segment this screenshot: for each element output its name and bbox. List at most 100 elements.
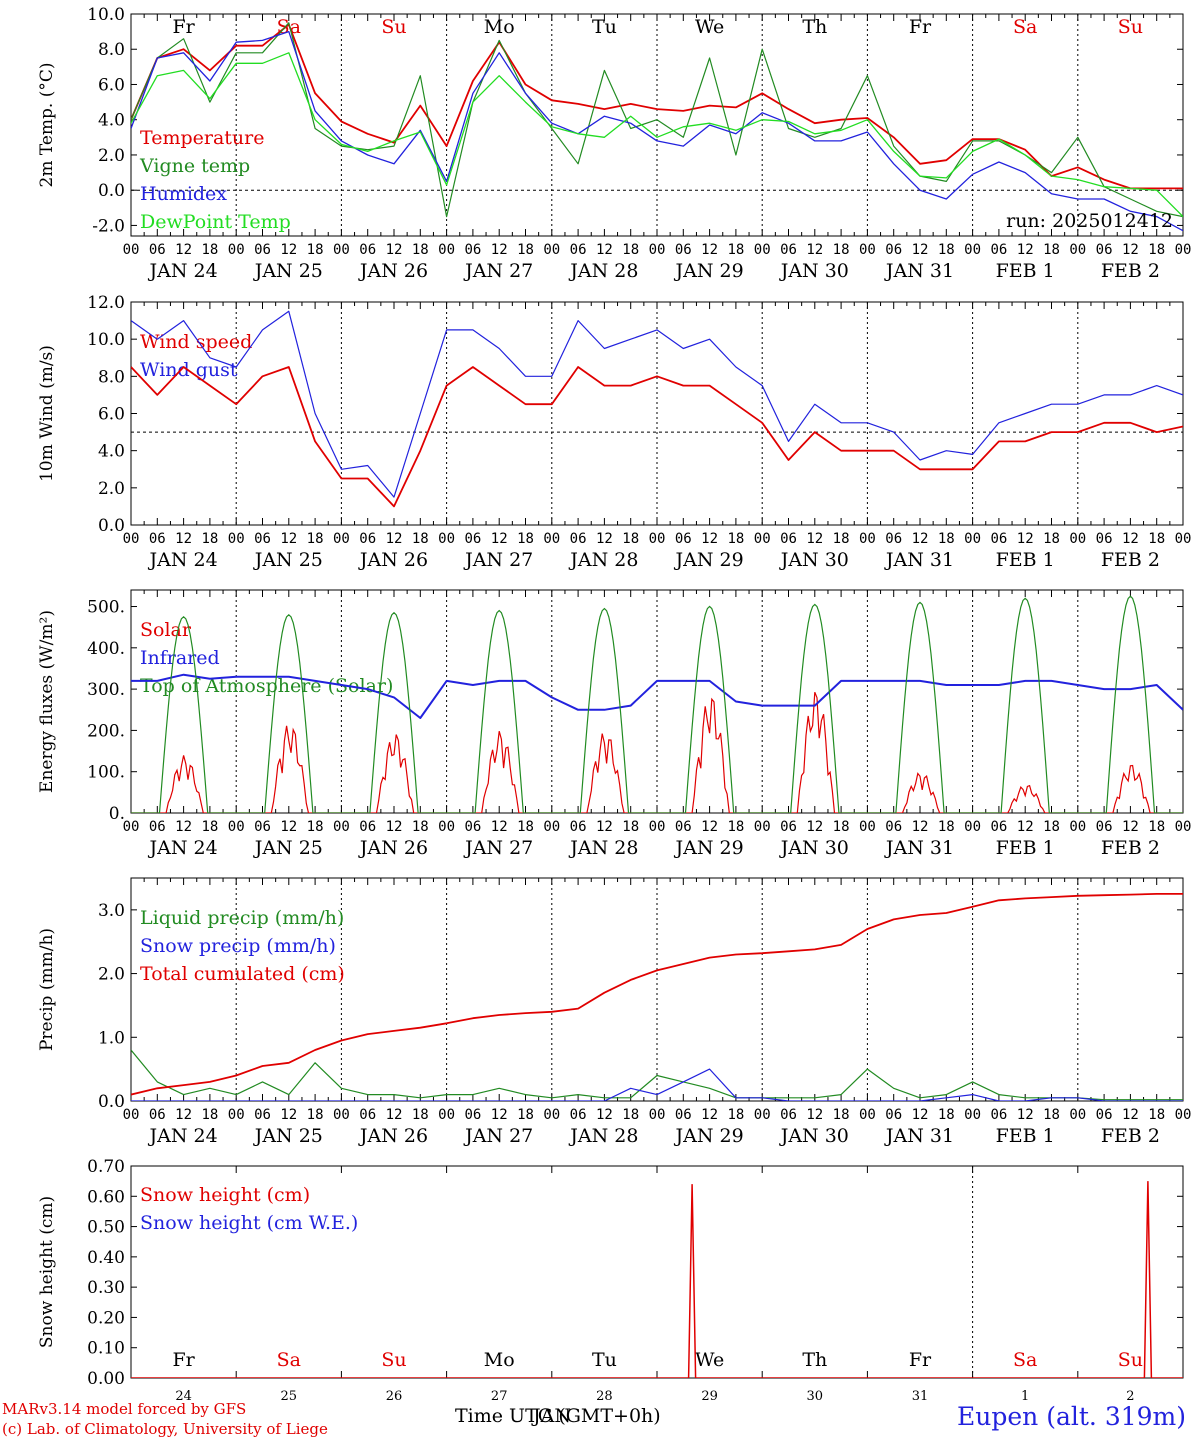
hour-tick-label: 18 <box>201 531 218 547</box>
series-line <box>131 52 1183 218</box>
panel-1: 10.0 8.0 6.0 4.0 2.0 0.0 -2.0 2m Temp. (°C) 00 06… <box>37 5 1191 282</box>
hour-tick-label: 18 <box>412 531 429 547</box>
y-tick-label: 200. <box>87 721 125 741</box>
y-tick-label: 500. <box>87 598 125 618</box>
y-tick-label: 3.0 <box>98 901 125 921</box>
hour-tick-label: 00 <box>333 1107 350 1123</box>
hour-tick-label: 18 <box>412 242 429 258</box>
day-number-label: 25 <box>281 1389 298 1404</box>
hour-tick-label: 00 <box>438 819 455 835</box>
day-label: FEB 2 <box>1101 260 1160 282</box>
y-tick-label: 0.60 <box>87 1187 125 1207</box>
hour-tick-label: 06 <box>1096 819 1113 835</box>
hour-tick-label: 06 <box>464 1107 481 1123</box>
hour-tick-label: 18 <box>1043 531 1060 547</box>
y-tick-label: 0.0 <box>98 1092 125 1112</box>
day-label: FEB 2 <box>1101 549 1160 571</box>
hour-tick-label: 18 <box>938 819 955 835</box>
y-tick-label: 12.0 <box>87 293 125 313</box>
hour-tick-label: 18 <box>1043 242 1060 258</box>
day-label: JAN 30 <box>779 1125 849 1147</box>
hour-tick-label: 12 <box>1122 1107 1139 1123</box>
hour-tick-label: 00 <box>1069 531 1086 547</box>
weekday-label: Fr <box>909 1349 932 1371</box>
hour-tick-label: 00 <box>1069 1107 1086 1123</box>
day-label: JAN 25 <box>253 549 323 571</box>
x-axis-label-main: Time UTC (GMT+0h) <box>455 1405 661 1427</box>
hour-tick-label: 12 <box>491 1107 508 1123</box>
hour-tick-label: 06 <box>675 531 692 547</box>
hour-tick-label: 18 <box>307 242 324 258</box>
y-tick-label: 0.50 <box>87 1218 125 1238</box>
hour-tick-label: 06 <box>675 242 692 258</box>
hour-tick-label: 18 <box>727 1107 744 1123</box>
hour-tick-label: 18 <box>833 242 850 258</box>
day-label: JAN 28 <box>568 260 638 282</box>
day-label: JAN 29 <box>674 837 744 859</box>
hour-tick-label: 12 <box>280 531 297 547</box>
hour-tick-label: 00 <box>859 1107 876 1123</box>
day-number-label: 30 <box>807 1389 824 1404</box>
day-label: JAN 24 <box>148 549 218 571</box>
weekday-label: Su <box>381 1349 406 1371</box>
weekday-label: Su <box>381 16 406 38</box>
hour-tick-label: 18 <box>622 242 639 258</box>
y-tick-label: 10.0 <box>87 330 125 350</box>
legend-entry: Total cumulated (cm) <box>140 963 345 985</box>
model-credit: MARv3.14 model forced by GFS <box>2 1400 247 1418</box>
hour-tick-label: 00 <box>1175 1107 1192 1123</box>
hour-tick-label: 18 <box>727 819 744 835</box>
hour-tick-label: 00 <box>333 531 350 547</box>
hour-tick-label: 12 <box>912 819 929 835</box>
weekday-label: Fr <box>172 16 195 38</box>
hour-tick-label: 06 <box>570 531 587 547</box>
day-number-label: 2 <box>1126 1389 1134 1404</box>
hour-tick-label: 06 <box>885 242 902 258</box>
hour-tick-label: 12 <box>596 819 613 835</box>
hour-tick-label: 06 <box>990 531 1007 547</box>
y-tick-label: -2.0 <box>92 216 125 236</box>
series-line <box>131 30 1183 232</box>
series-line <box>131 595 1183 813</box>
y-tick-label: 0.0 <box>98 181 125 201</box>
hour-tick-label: 18 <box>307 531 324 547</box>
hour-tick-label: 12 <box>912 1107 929 1123</box>
hour-tick-label: 00 <box>649 242 666 258</box>
y-tick-label: 400. <box>87 639 125 659</box>
hour-tick-label: 12 <box>280 1107 297 1123</box>
day-label: JAN 24 <box>148 260 218 282</box>
hour-tick-label: 00 <box>859 819 876 835</box>
hour-tick-label: 06 <box>780 819 797 835</box>
weekday-label: Sa <box>1013 1349 1037 1371</box>
hour-tick-label: 06 <box>990 242 1007 258</box>
legend-entry: Liquid precip (mm/h) <box>140 907 344 929</box>
hour-tick-label: 00 <box>228 531 245 547</box>
day-label: JAN 27 <box>463 837 533 859</box>
series-line <box>131 691 1183 813</box>
hour-tick-label: 18 <box>201 819 218 835</box>
day-number-label: 26 <box>386 1389 403 1404</box>
hour-tick-label: 00 <box>543 531 560 547</box>
hour-tick-label: 18 <box>622 1107 639 1123</box>
hour-tick-label: 18 <box>201 242 218 258</box>
day-label: FEB 1 <box>996 260 1055 282</box>
legend-entry: DewPoint Temp <box>140 211 291 233</box>
weekday-label: Su <box>1118 1349 1143 1371</box>
hour-tick-label: 12 <box>596 1107 613 1123</box>
hour-tick-label: 12 <box>806 1107 823 1123</box>
hour-tick-label: 06 <box>990 1107 1007 1123</box>
hour-tick-label: 06 <box>570 1107 587 1123</box>
weekday-label: Sa <box>277 1349 301 1371</box>
station-title: Eupen (alt. 319m) <box>957 1402 1186 1431</box>
hour-tick-label: 00 <box>754 819 771 835</box>
panel-4: 3.0 2.0 1.0 0.0 Precip (mm/h) 00 06 12 18 00 06 12 1… <box>37 877 1192 1147</box>
hour-tick-label: 06 <box>780 531 797 547</box>
hour-tick-label: 00 <box>754 1107 771 1123</box>
hour-tick-label: 12 <box>386 1107 403 1123</box>
day-label: JAN 25 <box>253 260 323 282</box>
legend-entry: Infrared <box>140 647 220 669</box>
hour-tick-label: 00 <box>228 819 245 835</box>
hour-tick-label: 18 <box>938 242 955 258</box>
hour-tick-label: 12 <box>701 242 718 258</box>
hour-tick-label: 00 <box>1069 242 1086 258</box>
